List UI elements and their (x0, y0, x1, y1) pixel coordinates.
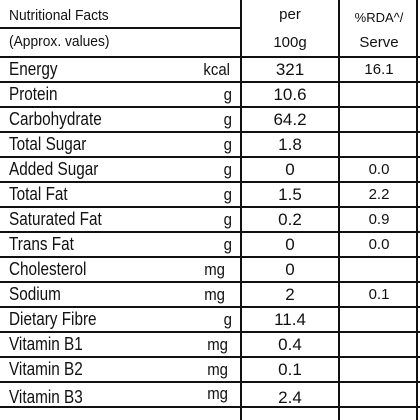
table-row: Carbohydrate g 64.2 (0, 107, 420, 132)
nutrient-name: Carbohydrate (9, 107, 102, 132)
rda-value: 0.1 (338, 282, 420, 307)
rda-value (338, 307, 420, 332)
per-100g-value: 11.4 (240, 307, 340, 332)
per-quantity-label: 100g (240, 34, 340, 52)
per-label: per (240, 6, 340, 24)
nutrient-name: Protein (9, 82, 57, 107)
rda-value: 0.0 (338, 157, 420, 182)
table-row: Trans Fat g 0 0.0 (0, 232, 420, 257)
rda-value (338, 332, 420, 357)
table-row: Total Sugar g 1.8 (0, 132, 420, 157)
rda-value: 16.1 (338, 57, 420, 82)
per-100g-value: 0.1 (240, 357, 340, 382)
per-100g-value: 10.6 (240, 82, 340, 107)
rda-value: 2.2 (338, 182, 420, 207)
table-row: Vitamin B1 mg 0.4 (0, 332, 420, 357)
table-row: Vitamin B2 mg 0.1 (0, 357, 420, 382)
per-100g-value: 0 (240, 232, 340, 257)
header-divider (0, 27, 240, 29)
per-100g-value: 0.2 (240, 207, 340, 232)
nutrient-unit: g (170, 157, 232, 182)
nutrient-unit: g (170, 207, 232, 232)
rda-value (338, 357, 420, 382)
nutrient-name: Vitamin B1 (9, 332, 83, 357)
nutrient-name: Energy (9, 57, 57, 82)
table-row: Dietary Fibre g 11.4 (0, 307, 420, 332)
rda-label: %RDA^/ (338, 9, 420, 27)
per-100g-value: 1.8 (240, 132, 340, 157)
per-100g-value: 64.2 (240, 107, 340, 132)
rda-value (338, 257, 420, 282)
nutrient-unit: mg (163, 282, 225, 307)
per-100g-value: 2 (240, 282, 340, 307)
table-row: Energy kcal 321 16.1 (0, 57, 420, 82)
nutrient-name: Total Fat (9, 182, 68, 207)
nutrient-name: Trans Fat (9, 232, 74, 257)
nutrient-unit: g (170, 307, 232, 332)
table-row: Cholesterol mg 0 (0, 257, 420, 282)
nutrient-name: Vitamin B3 (9, 385, 83, 410)
rda-value (338, 107, 420, 132)
nutrient-name: Dietary Fibre (9, 307, 97, 332)
rda-value: 0.9 (338, 207, 420, 232)
nutrient-unit: g (170, 82, 232, 107)
per-100g-value: 2.4 (240, 385, 340, 410)
nutrient-name: Total Sugar (9, 132, 86, 157)
per-100g-value: 0.4 (240, 332, 340, 357)
table-title: Nutritional Facts (9, 7, 109, 25)
nutrient-name: Saturated Fat (9, 207, 102, 232)
nutrient-unit: g (170, 107, 232, 132)
nutrient-unit: mg (163, 257, 225, 282)
table-row: Vitamin B3 mg 2.4 (0, 385, 420, 410)
nutrient-name: Cholesterol (9, 257, 86, 282)
nutrient-unit: kcal (168, 57, 230, 82)
rda-value (338, 82, 420, 107)
nutrient-unit: g (170, 182, 232, 207)
table-subtitle: (Approx. values) (9, 33, 109, 51)
nutrient-unit: mg (166, 357, 228, 382)
rda-value (338, 132, 420, 157)
table-row: Added Sugar g 0 0.0 (0, 157, 420, 182)
table-row: Protein g 10.6 (0, 82, 420, 107)
nutrient-name: Added Sugar (9, 157, 98, 182)
table-row: Sodium mg 2 0.1 (0, 282, 420, 307)
serve-label: Serve (338, 34, 420, 52)
per-100g-value: 0 (240, 257, 340, 282)
rda-value: 0.0 (338, 232, 420, 257)
nutrient-unit: mg (166, 332, 228, 357)
nutrient-unit: g (170, 232, 232, 257)
table-row: Saturated Fat g 0.2 0.9 (0, 207, 420, 232)
per-100g-value: 0 (240, 157, 340, 182)
per-100g-value: 321 (240, 57, 340, 82)
rda-value (338, 385, 420, 410)
nutrient-unit: mg (166, 381, 228, 406)
table-row: Total Fat g 1.5 2.2 (0, 182, 420, 207)
per-100g-value: 1.5 (240, 182, 340, 207)
nutrient-name: Vitamin B2 (9, 357, 83, 382)
nutrient-unit: g (170, 132, 232, 157)
nutrient-name: Sodium (9, 282, 61, 307)
